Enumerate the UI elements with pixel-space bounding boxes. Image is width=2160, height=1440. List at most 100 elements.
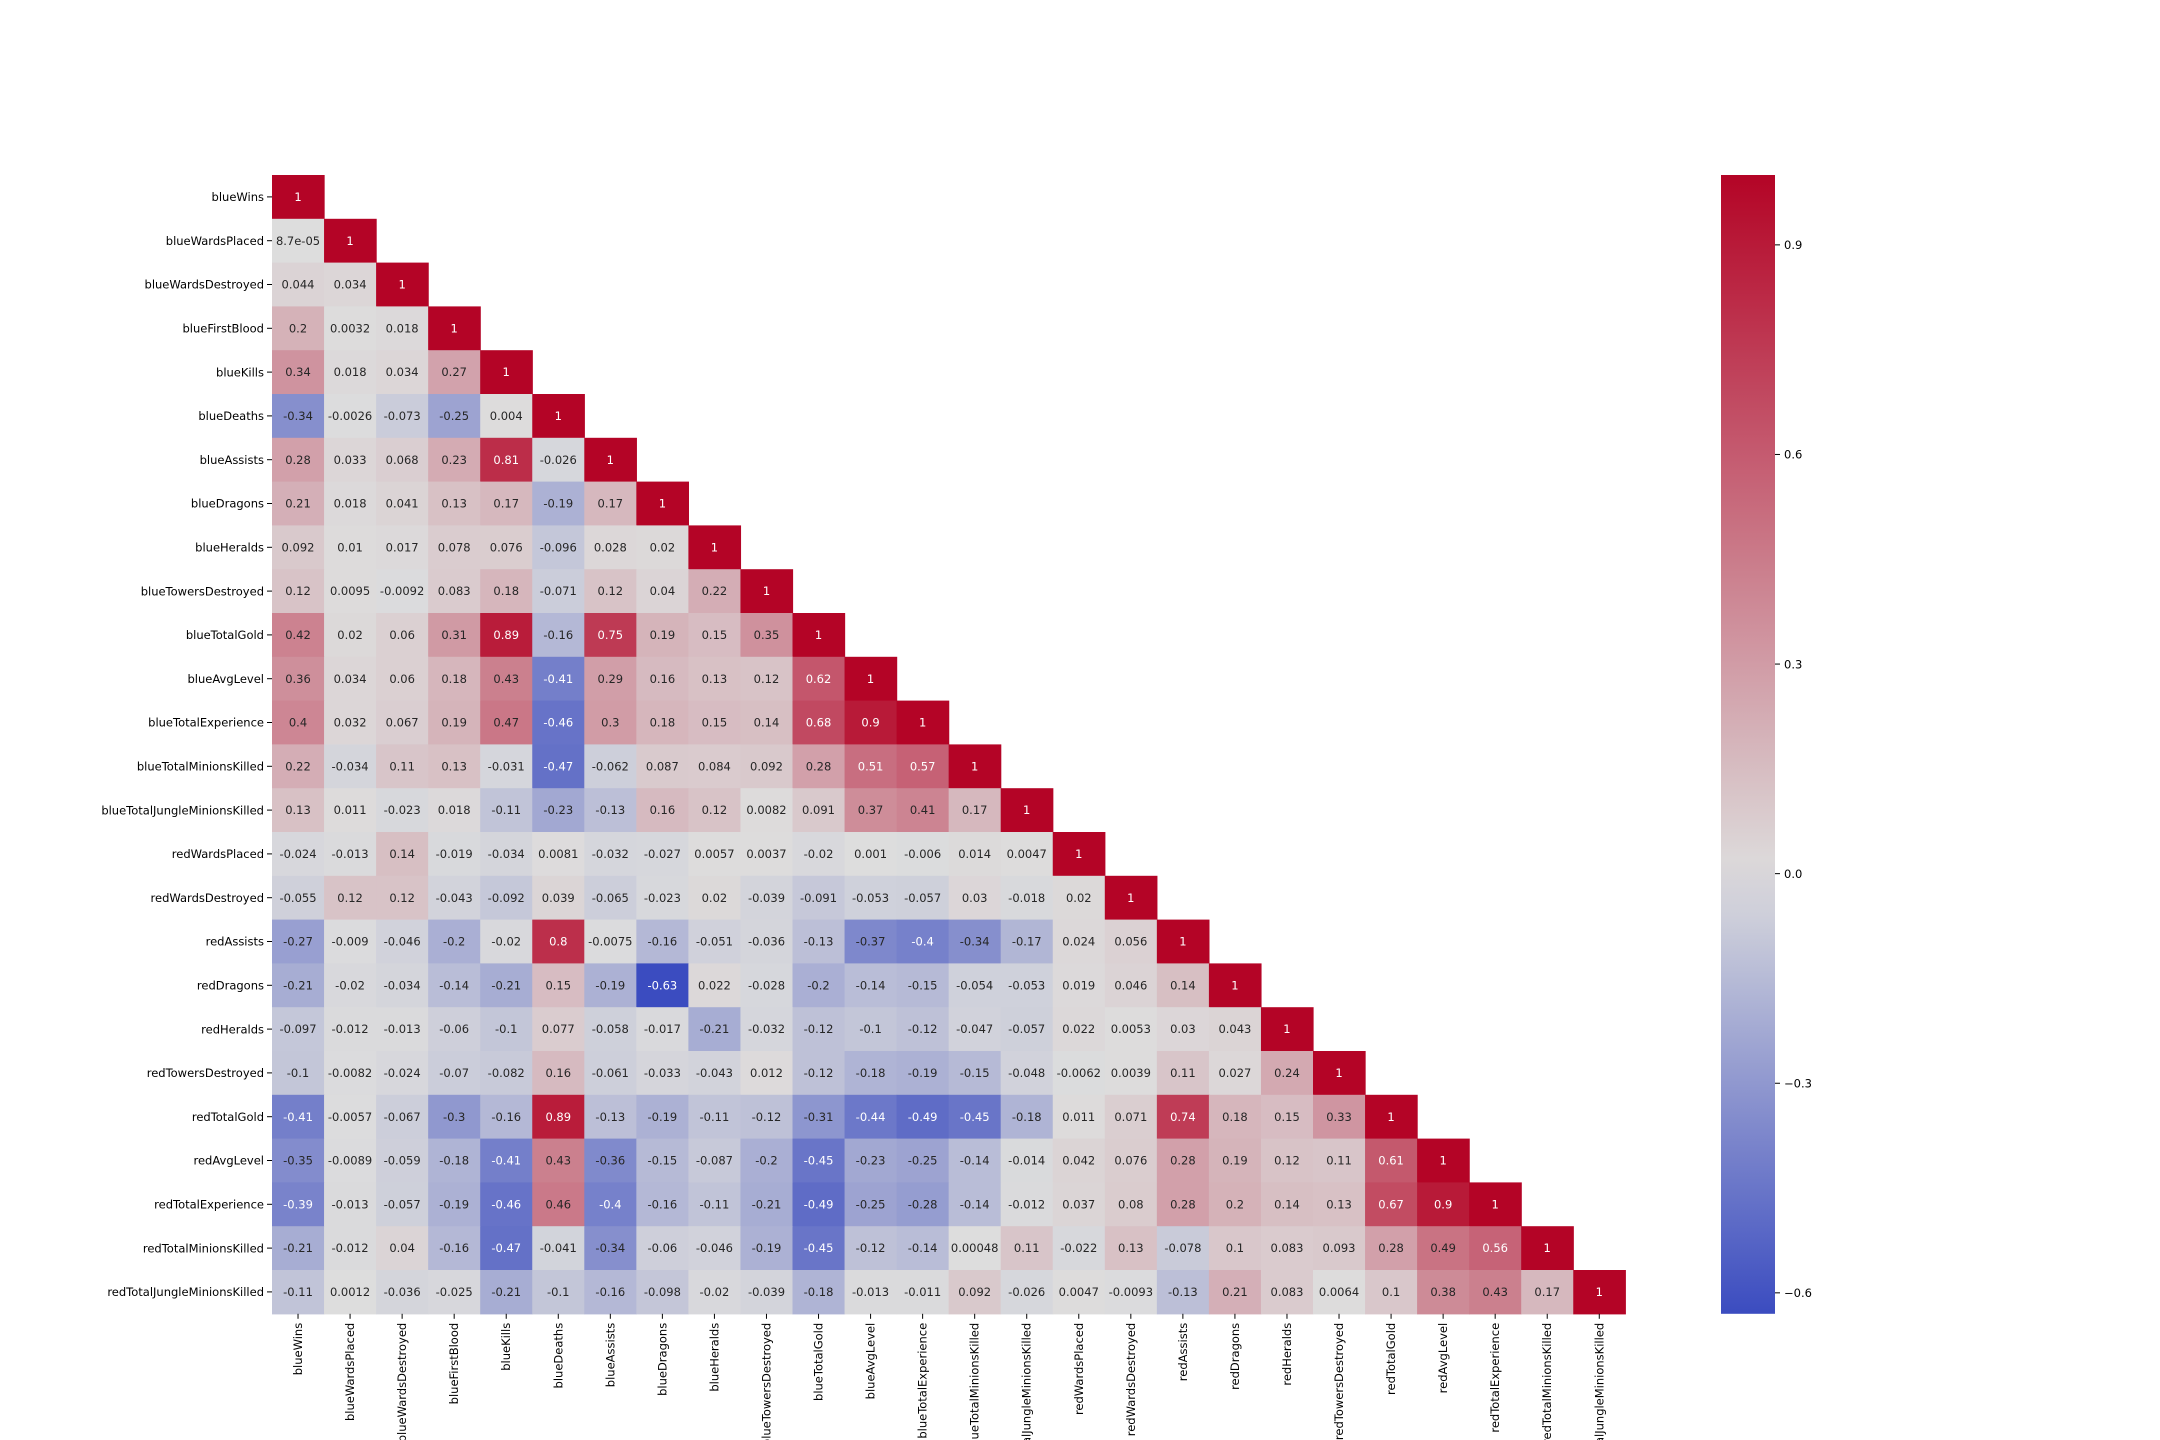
- cell-value-label: 0.28: [285, 453, 311, 467]
- cell-value-label: 0.018: [334, 365, 367, 379]
- heatmap-cell: [376, 1051, 429, 1096]
- heatmap-cell: [688, 963, 742, 1008]
- cell-value-label: 0.06: [389, 628, 415, 642]
- cell-value-label: -0.19: [908, 1066, 938, 1080]
- cell-value-label: -0.12: [804, 1066, 834, 1080]
- heatmap-cell: [1000, 1094, 1054, 1140]
- heatmap-cell: [844, 1270, 898, 1315]
- heatmap-cell: [428, 394, 481, 439]
- cell-value-label: 0.12: [389, 891, 415, 905]
- heatmap-cell: [1208, 1051, 1262, 1096]
- cell-value-label: -0.19: [439, 1197, 469, 1211]
- heatmap-cell: [480, 350, 533, 395]
- cell-value-label: -0.25: [908, 1154, 938, 1168]
- cell-value-label: -0.1: [859, 1022, 881, 1036]
- heatmap-cell: [636, 1094, 689, 1140]
- x-tick-label: blueTotalExperience: [916, 1323, 930, 1439]
- heatmap-cell: [636, 1051, 689, 1096]
- heatmap-cell: [1469, 1270, 1522, 1315]
- cell-value-label: 0.001: [854, 847, 887, 861]
- heatmap-cell: [428, 656, 481, 702]
- cell-value-label: 0.08: [1118, 1197, 1144, 1211]
- heatmap-cell: [1052, 1094, 1106, 1140]
- cell-value-label: -0.012: [332, 1022, 369, 1036]
- cell-value-label: 0.032: [334, 716, 367, 730]
- y-tick-label: redTotalMinionsKilled: [143, 1241, 264, 1255]
- heatmap-cell: [376, 569, 429, 614]
- heatmap-cell: [1156, 1007, 1210, 1052]
- heatmap-cell: [948, 875, 1002, 921]
- heatmap-cell: [1000, 1051, 1054, 1096]
- cell-value-label: 0.21: [285, 497, 311, 511]
- cell-value-label: 0.033: [334, 453, 367, 467]
- heatmap-cell: [948, 832, 1002, 877]
- cell-value-label: -0.067: [384, 1110, 421, 1124]
- cell-value-label: -0.048: [1008, 1066, 1045, 1080]
- y-tick-label: blueAvgLevel: [187, 672, 264, 686]
- cell-value-label: 0.61: [1378, 1154, 1404, 1168]
- x-tick-label: redAssists: [1176, 1323, 1190, 1381]
- cell-value-label: -0.16: [543, 628, 573, 642]
- cell-value-label: 0.068: [386, 453, 419, 467]
- cell-value-label: 0.022: [1062, 1022, 1095, 1036]
- cell-value-label: -0.19: [752, 1241, 782, 1255]
- cell-value-label: 0.014: [958, 847, 991, 861]
- cell-value-label: -0.013: [332, 1197, 369, 1211]
- cell-value-label: -0.45: [804, 1241, 834, 1255]
- cell-value-label: -0.014: [1008, 1154, 1045, 1168]
- heatmap-cell: [792, 788, 846, 833]
- heatmap-cell: [948, 1182, 1002, 1227]
- cell-value-label: 0.16: [650, 803, 676, 817]
- cell-value-label: 0.89: [493, 628, 519, 642]
- cell-value-label: 0.042: [1062, 1154, 1095, 1168]
- heatmap-cell: [844, 656, 898, 702]
- heatmap-cell: [896, 832, 950, 877]
- cell-value-label: -0.006: [904, 847, 941, 861]
- heatmap-cell: [428, 963, 481, 1008]
- heatmap-cell: [896, 788, 950, 833]
- cell-value-label: -0.36: [595, 1154, 625, 1168]
- cell-value-label: -0.033: [644, 1066, 681, 1080]
- cell-value-label: -0.025: [436, 1285, 473, 1299]
- cell-value-label: -0.036: [384, 1285, 421, 1299]
- heatmap-cell: [480, 700, 533, 745]
- cell-value-label: 0.1: [1226, 1241, 1244, 1255]
- heatmap-cell: [792, 875, 846, 921]
- cell-value-label: 0.02: [1066, 891, 1092, 905]
- heatmap-cell: [324, 1226, 377, 1271]
- y-tick-label: blueHeralds: [195, 541, 264, 555]
- cell-value-label: 0.077: [542, 1022, 575, 1036]
- cell-value-label: -0.02: [491, 935, 521, 949]
- heatmap-cell: [532, 437, 585, 483]
- heatmap-cell: [636, 875, 689, 921]
- cell-value-label: -0.096: [540, 540, 577, 554]
- heatmap-cell: [688, 656, 742, 702]
- cell-value-label: -0.031: [488, 759, 525, 773]
- cell-value-label: 1: [763, 584, 770, 598]
- cell-value-label: -0.0092: [380, 584, 424, 598]
- x-tick-label: redAvgLevel: [1436, 1323, 1450, 1394]
- cell-value-label: 0.9: [1434, 1197, 1452, 1211]
- cell-value-label: 0.18: [650, 716, 676, 730]
- cell-value-label: 0.093: [1323, 1241, 1356, 1255]
- cell-value-label: -0.02: [804, 847, 834, 861]
- heatmap-cell: [896, 1270, 950, 1315]
- heatmap-cell: [584, 744, 637, 789]
- cell-value-label: 0.13: [441, 497, 467, 511]
- heatmap-cell: [584, 1094, 637, 1140]
- heatmap-cell: [636, 919, 689, 964]
- cell-value-label: 0.4: [289, 716, 307, 730]
- cell-value-label: 0.011: [334, 803, 367, 817]
- cell-value-label: -0.0089: [328, 1154, 372, 1168]
- cell-value-label: 0.46: [545, 1197, 571, 1211]
- heatmap-cell: [272, 1270, 325, 1315]
- heatmap-cell: [1469, 1182, 1522, 1227]
- heatmap-cell: [1365, 1094, 1418, 1140]
- cell-value-label: 0.19: [441, 716, 467, 730]
- cell-value-label: -0.06: [439, 1022, 469, 1036]
- x-tick-label: blueKills: [499, 1323, 513, 1371]
- cell-value-label: -0.16: [491, 1110, 521, 1124]
- heatmap-cell: [272, 875, 325, 921]
- heatmap-cell: [584, 919, 637, 964]
- cell-value-label: -0.14: [439, 978, 469, 992]
